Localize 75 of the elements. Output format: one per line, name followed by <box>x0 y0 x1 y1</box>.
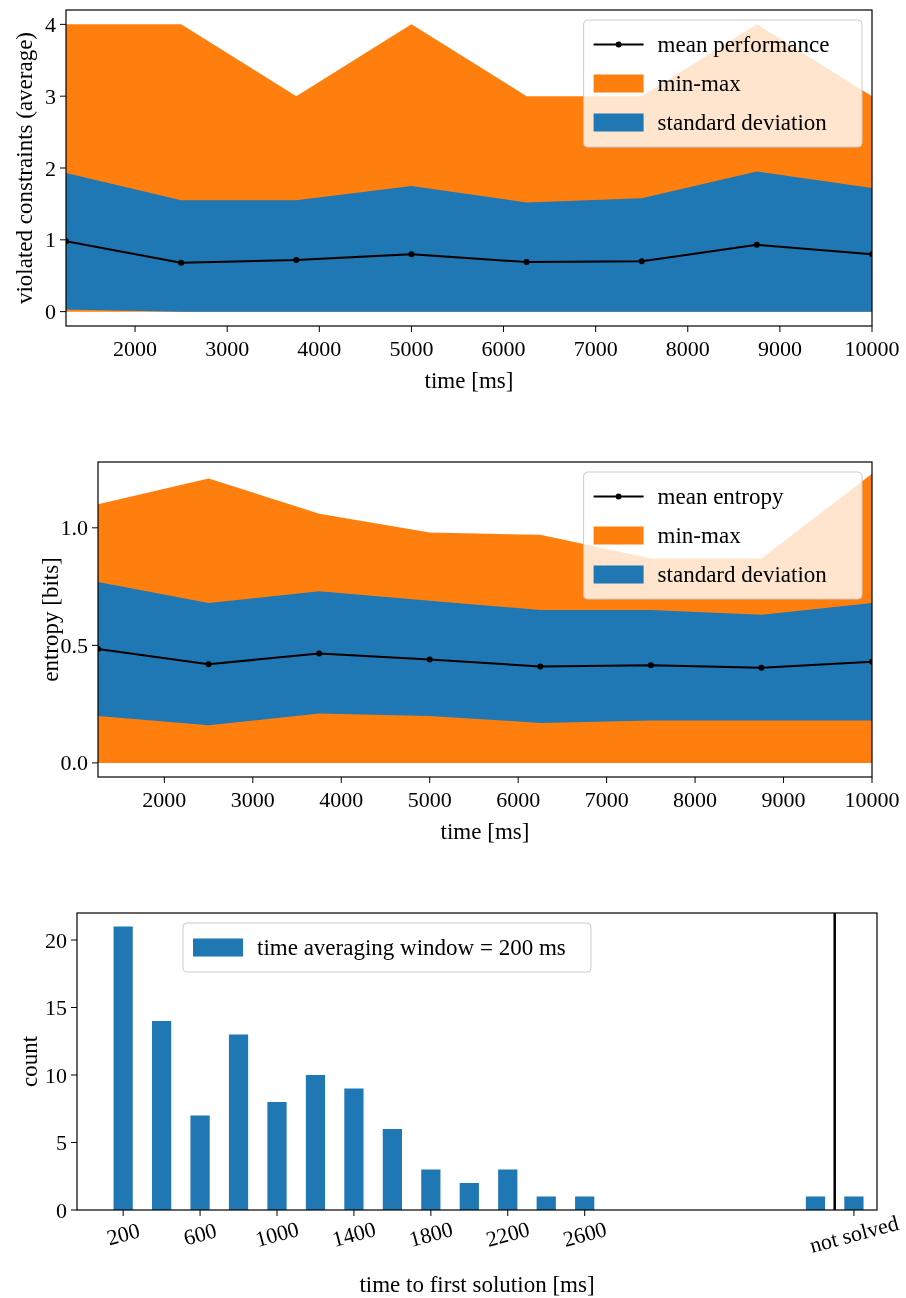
point <box>205 661 212 668</box>
y-tick-label: 1.0 <box>60 515 88 541</box>
x-tick-label: 1000 <box>252 1216 302 1252</box>
y-tick-label: 1 <box>45 227 56 253</box>
y-tick-label: 10 <box>45 1062 67 1088</box>
x-tick-label: 6000 <box>496 787 541 812</box>
x-tick-label: 7000 <box>584 787 629 812</box>
y-tick-label: 20 <box>45 927 67 953</box>
x-tick-label: 2200 <box>483 1216 533 1252</box>
point <box>178 259 185 266</box>
point <box>647 662 654 669</box>
legend-label: min-max <box>657 71 742 96</box>
legend-label: mean performance <box>657 32 830 57</box>
point <box>316 650 323 657</box>
bar <box>228 1034 249 1210</box>
x-tick-label: 3000 <box>205 336 250 361</box>
x-tick-label: 8000 <box>665 336 710 361</box>
y-tick-label: 2 <box>45 155 56 181</box>
x-tick-label: 8000 <box>673 787 718 812</box>
bar <box>421 1169 441 1210</box>
x-tick-label: 10000 <box>844 336 900 361</box>
x-tick-label: 2000 <box>113 336 158 361</box>
y-tick-label: 0 <box>45 299 56 325</box>
bar <box>113 926 133 1210</box>
x-tick-label: 5000 <box>407 787 452 812</box>
bar <box>305 1075 326 1210</box>
x-tick-label: 600 <box>180 1217 220 1251</box>
bar <box>267 1102 287 1210</box>
x-tick-label: not solved <box>806 1210 902 1258</box>
x-tick-label: 6000 <box>481 336 526 361</box>
y-tick-label: 3 <box>45 83 56 109</box>
x-axis-title: time to first solution [ms] <box>359 1272 595 1297</box>
point <box>753 241 760 248</box>
y-tick-label: 0.0 <box>60 750 88 776</box>
bar <box>152 1021 172 1210</box>
y-axis-title: entropy [bits] <box>37 557 63 682</box>
point <box>638 258 645 265</box>
point <box>408 251 415 258</box>
y-axis-title: violated constraints (average) <box>11 31 37 305</box>
x-tick-label: 2000 <box>142 787 187 812</box>
x-tick-label: 2600 <box>560 1216 610 1252</box>
x-tick-label: 9000 <box>757 336 802 361</box>
point <box>758 664 765 671</box>
x-tick-label: 1400 <box>329 1216 379 1252</box>
x-tick-label: 200 <box>103 1217 143 1251</box>
x-tick-label: 10000 <box>844 787 900 812</box>
x-axis-title: time [ms] <box>440 819 530 844</box>
bar <box>498 1169 518 1210</box>
x-tick-label: 7000 <box>573 336 618 361</box>
point <box>537 663 544 670</box>
bar <box>459 1183 479 1210</box>
y-tick-label: 4 <box>45 11 56 37</box>
bar <box>344 1088 364 1210</box>
bar <box>382 1129 402 1210</box>
legend-label: mean entropy <box>657 484 784 509</box>
x-tick-label: 4000 <box>319 787 364 812</box>
legend-label: standard deviation <box>657 110 828 135</box>
y-tick-label: 0 <box>56 1197 67 1223</box>
y-tick-label: 15 <box>45 995 67 1020</box>
point <box>523 259 530 266</box>
x-tick-label: 1800 <box>406 1216 456 1252</box>
legend-label: min-max <box>657 523 742 548</box>
bar <box>190 1115 210 1210</box>
legend-label: standard deviation <box>657 562 828 587</box>
point <box>426 656 433 663</box>
y-tick-label: 5 <box>56 1130 67 1155</box>
y-axis-title: count <box>16 1035 42 1088</box>
x-tick-label: 4000 <box>297 336 342 361</box>
x-axis-title: time [ms] <box>424 368 514 393</box>
bar <box>844 1196 864 1210</box>
x-tick-label: 3000 <box>230 787 275 812</box>
point <box>293 256 300 263</box>
x-tick-label: 9000 <box>761 787 806 812</box>
x-tick-label: 5000 <box>389 336 434 361</box>
legend-label: time averaging window = 200 ms <box>257 935 566 960</box>
